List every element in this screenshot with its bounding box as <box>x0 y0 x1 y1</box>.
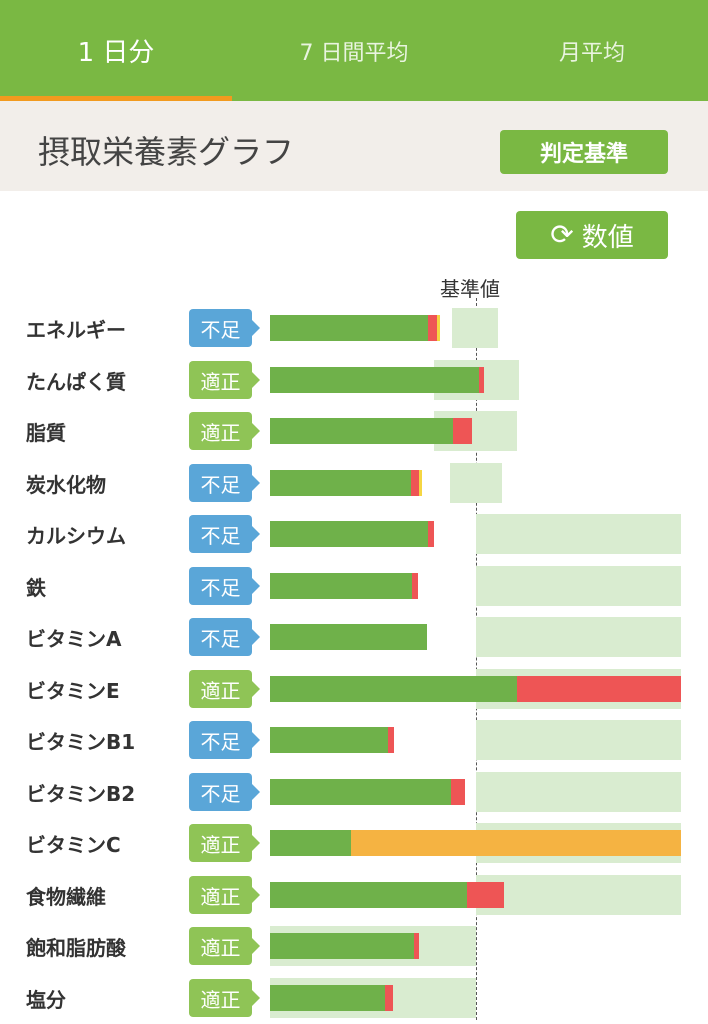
excess-bar <box>385 985 393 1011</box>
tab-bar: 1 日分 7 日間平均 月平均 <box>0 0 708 101</box>
nutrient-label: カルシウム <box>26 523 126 548</box>
status-badge: 不足 <box>189 567 260 605</box>
intake-bar <box>270 727 388 753</box>
nutrient-label: 食物繊維 <box>26 884 106 909</box>
nutrient-label: 塩分 <box>26 987 66 1012</box>
intake-bar <box>270 779 451 805</box>
value-toggle-button[interactable]: ⟳ 数値 <box>516 211 668 259</box>
nutrient-label: 鉄 <box>26 575 46 600</box>
reference-label: 基準値 <box>440 277 500 301</box>
intake-bar <box>270 624 427 650</box>
tab-monthly-average[interactable]: 月平均 <box>558 40 625 66</box>
excess-bar <box>479 367 484 393</box>
status-badge: 適正 <box>189 876 260 914</box>
status-badge: 適正 <box>189 824 260 862</box>
excess-bar <box>414 933 419 959</box>
reference-line <box>476 298 477 1020</box>
status-badge: 不足 <box>189 721 260 759</box>
nutrient-label: ビタミンC <box>26 832 121 857</box>
reference-range <box>452 308 498 348</box>
nutrient-label: ビタミンB2 <box>26 781 136 806</box>
excess-bar <box>451 779 465 805</box>
status-badge: 適正 <box>189 979 260 1017</box>
nutrient-label: ビタミンA <box>26 626 122 651</box>
page-title: 摂取栄養素グラフ <box>38 133 295 171</box>
nutrient-label: 飽和脂肪酸 <box>26 935 126 960</box>
active-tab-indicator <box>0 96 232 101</box>
intake-bar <box>270 882 467 908</box>
status-badge: 適正 <box>189 412 260 450</box>
intake-bar <box>270 933 414 959</box>
excess-bar <box>428 521 434 547</box>
nutrient-label: ビタミンB1 <box>26 729 136 754</box>
reference-range <box>476 875 681 915</box>
excess-bar <box>428 315 437 341</box>
nutrient-label: ビタミンE <box>26 678 120 703</box>
reference-range <box>476 514 681 554</box>
intake-bar <box>270 470 411 496</box>
excess-bar <box>411 470 419 496</box>
reference-range <box>476 566 681 606</box>
excess-bar <box>517 676 681 702</box>
reference-range <box>450 463 502 503</box>
intake-bar <box>270 315 428 341</box>
excess-bar <box>419 470 422 496</box>
intake-bar <box>270 521 428 547</box>
status-badge: 適正 <box>189 361 260 399</box>
refresh-icon: ⟳ <box>550 218 574 251</box>
status-badge: 不足 <box>189 464 260 502</box>
status-badge: 不足 <box>189 773 260 811</box>
status-badge: 不足 <box>189 515 260 553</box>
intake-bar <box>270 418 453 444</box>
excess-bar <box>467 882 504 908</box>
intake-bar <box>270 676 517 702</box>
reference-range <box>476 772 681 812</box>
nutrient-label: エネルギー <box>26 317 126 342</box>
tab-daily[interactable]: 1 日分 <box>77 38 155 68</box>
nutrient-label: たんぱく質 <box>26 369 126 394</box>
excess-bar <box>351 830 681 856</box>
status-badge: 適正 <box>189 927 260 965</box>
status-badge: 不足 <box>189 309 260 347</box>
excess-bar <box>412 573 418 599</box>
nutrient-label: 脂質 <box>26 420 66 445</box>
excess-bar <box>453 418 472 444</box>
tab-weekly-average[interactable]: 7 日間平均 <box>299 40 409 66</box>
value-toggle-label: 数値 <box>581 222 634 253</box>
reference-range <box>476 720 681 760</box>
intake-bar <box>270 367 479 393</box>
excess-bar <box>388 727 394 753</box>
nutrient-label: 炭水化物 <box>26 472 106 497</box>
criteria-button[interactable]: 判定基準 <box>500 130 668 174</box>
status-badge: 適正 <box>189 670 260 708</box>
section-header: 摂取栄養素グラフ <box>0 101 708 191</box>
excess-bar <box>437 315 440 341</box>
intake-bar <box>270 573 412 599</box>
status-badge: 不足 <box>189 618 260 656</box>
intake-bar <box>270 985 385 1011</box>
intake-bar <box>270 830 351 856</box>
reference-range <box>476 617 681 657</box>
